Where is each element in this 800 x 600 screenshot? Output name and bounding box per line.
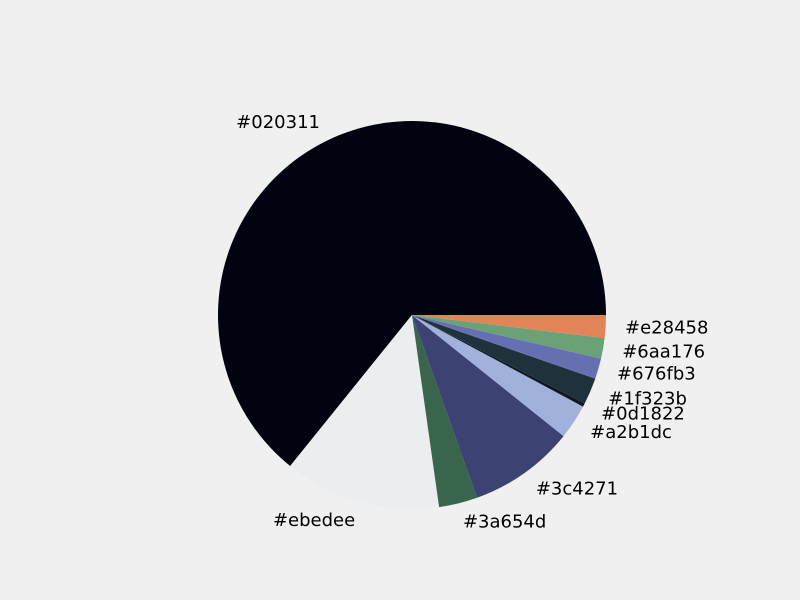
pie-slice-label: #020311 (236, 112, 320, 133)
pie-slice-label: #6aa176 (622, 341, 705, 362)
pie-slice-label: #ebedee (273, 510, 355, 531)
pie-slice (412, 315, 478, 508)
pie-slice-label: #e28458 (625, 317, 708, 338)
pie-slice (290, 315, 440, 510)
pie-labels: #020311 #ebedee #3a654d #3c4271 #a2b1dc#0d18… (236, 112, 708, 533)
pie-slice (412, 315, 564, 498)
pie-slice (412, 315, 606, 339)
pie-slice (412, 315, 596, 404)
pie-slice-label: #3c4271 (536, 478, 618, 499)
pie-slice (218, 120, 606, 466)
pie-slice-label: #a2b1dc (590, 422, 672, 443)
pie-slice (412, 315, 602, 379)
pie-slice-label: #3a654d (463, 512, 546, 533)
pie-slice-label: #0d1822 (601, 403, 685, 424)
pie-slice (412, 315, 585, 407)
pie-slice-label: #1f323b (608, 388, 687, 409)
pie-slice (412, 315, 584, 437)
pie-slice (412, 315, 605, 359)
pie-slice-label: #676fb3 (617, 364, 696, 385)
pie-slices (218, 120, 606, 510)
